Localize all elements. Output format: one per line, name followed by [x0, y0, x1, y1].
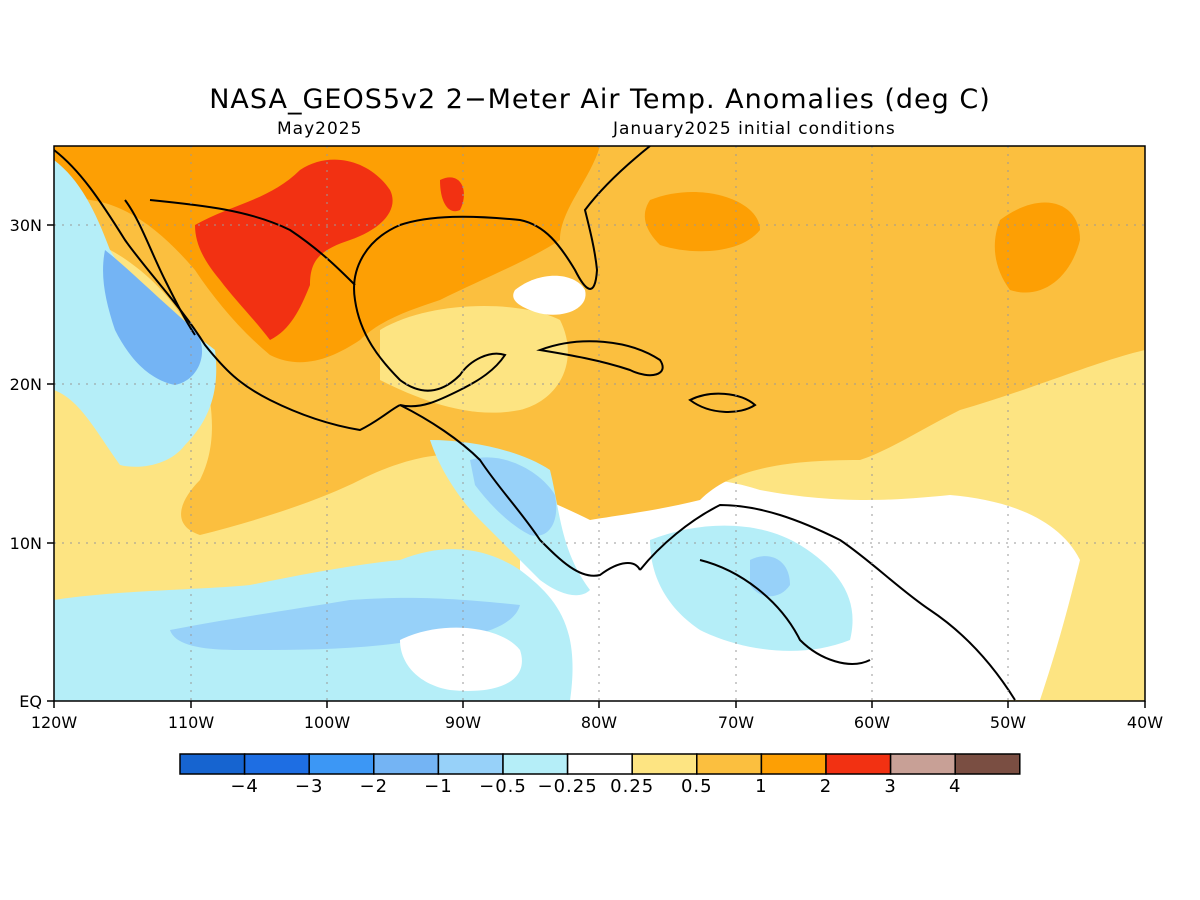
- lon-label: 110W: [168, 713, 215, 732]
- blue-south-america: [750, 556, 790, 597]
- colorbar-label: −0.5: [479, 776, 527, 797]
- lon-label: 90W: [445, 713, 481, 732]
- coastline-mexico-east: [353, 146, 651, 408]
- axis-ticks: [47, 224, 1146, 708]
- border-us-mexico: [149, 199, 356, 286]
- coastline-north-america: [54, 149, 401, 432]
- colorbar-box: [696, 753, 763, 775]
- orange-patch-atlantic-2: [994, 202, 1080, 293]
- lon-label: 40W: [1127, 713, 1163, 732]
- orange-patch-atlantic-1: [644, 191, 760, 252]
- anomaly-field: [54, 146, 1145, 701]
- lat-label: 10N: [10, 534, 42, 553]
- initial-conditions: January2025 initial conditions: [613, 119, 896, 139]
- colorbar-box: [437, 753, 504, 775]
- red-patch-southeast: [440, 177, 464, 212]
- red-area: [195, 159, 393, 340]
- orange-area: [54, 146, 600, 363]
- colorbar: [179, 753, 1021, 775]
- colorbar-box: [243, 753, 310, 775]
- lat-label: EQ: [19, 692, 42, 711]
- lon-label: 100W: [304, 713, 351, 732]
- lat-label: 30N: [10, 216, 42, 235]
- lon-labels: 120W 110W 100W 90W 80W 70W 60W 50W 40W: [31, 713, 1163, 732]
- colorbar-box: [631, 753, 698, 775]
- lon-label: 120W: [31, 713, 78, 732]
- coastline-south-america: [639, 503, 1016, 701]
- colorbar-box: [373, 753, 440, 775]
- lat-labels: EQ 10N 20N 30N: [10, 216, 42, 711]
- colorbar-label: −0.25: [537, 776, 598, 797]
- colorbar-box: [502, 753, 569, 775]
- colorbar-box: [566, 753, 633, 775]
- yellow-patch-east: [890, 355, 1145, 470]
- coastline-hispaniola: [688, 392, 757, 413]
- colorbar-label: 4: [948, 776, 962, 797]
- colorbar-box: [889, 753, 956, 775]
- colorbar-box: [760, 753, 827, 775]
- colorbar-label: 3: [884, 776, 897, 797]
- white-patch-south: [400, 627, 522, 691]
- colorbar-label: 0.5: [680, 776, 713, 797]
- map-title: NASA_GEOS5v2 2−Meter Air Temp. Anomalies…: [209, 84, 991, 115]
- colorbar-box: [825, 753, 892, 775]
- coastline-central-america: [399, 404, 641, 577]
- border-south-america: [699, 559, 871, 665]
- colorbar-label: −4: [230, 776, 259, 797]
- colorbar-label: −3: [294, 776, 324, 797]
- lon-label: 50W: [990, 713, 1026, 732]
- colorbar-box: [308, 753, 375, 775]
- lon-label: 70W: [718, 713, 754, 732]
- white-patch-gulf: [513, 275, 586, 315]
- lat-label: 20N: [10, 375, 42, 394]
- coastline-cuba: [536, 340, 664, 377]
- forecast-month: May2025: [277, 119, 363, 139]
- colorbar-label: −2: [359, 776, 389, 797]
- colorbar-label: 1: [755, 776, 768, 797]
- colorbar-label: 2: [819, 776, 833, 797]
- lon-label: 60W: [854, 713, 890, 732]
- colorbar-box: [179, 753, 246, 775]
- cyan-south-america: [650, 525, 853, 651]
- colorbar-label: −1: [424, 776, 453, 797]
- colorbar-label: 0.25: [610, 776, 655, 797]
- coastlines: [54, 146, 1016, 701]
- colorbar-box: [954, 753, 1021, 775]
- blue-area: [103, 250, 203, 385]
- gridlines: [54, 146, 1145, 701]
- lon-label: 80W: [581, 713, 617, 732]
- yellow-patch-gulf: [380, 306, 568, 413]
- coastline-baja: [124, 199, 196, 336]
